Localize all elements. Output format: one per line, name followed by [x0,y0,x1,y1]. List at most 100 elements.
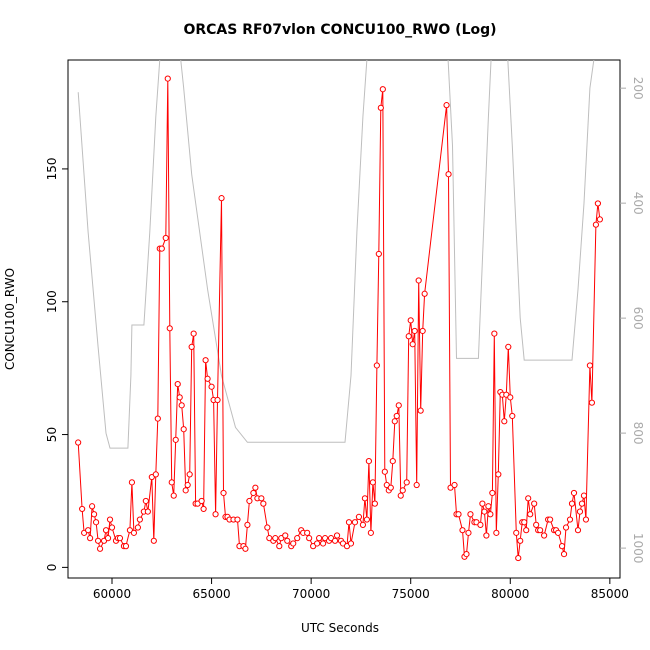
data-point [284,537,291,544]
data-point [96,545,104,552]
data-point [122,543,130,550]
data-point [371,500,378,507]
data-point [351,519,359,526]
data-point [395,402,402,409]
data-point [234,516,241,523]
data-point [463,550,470,558]
data-point [592,221,600,228]
data-point [365,458,372,465]
x-tick-label: 65000 [192,587,230,601]
data-point [465,529,472,536]
data-point [190,330,197,337]
data-point [547,516,554,523]
data-point [359,521,367,528]
data-point [483,532,490,539]
data-point [136,516,143,523]
data-point [212,511,219,518]
data-point [367,529,374,536]
data-point [316,535,323,542]
data-point [521,519,528,526]
data-point [525,495,532,502]
plot-area [75,60,603,562]
data-point [507,394,514,401]
y-tick-label: 0 [45,564,59,572]
data-point [154,415,161,422]
data-point [88,503,96,510]
data-point [533,521,540,528]
data-point [202,357,209,364]
data-point [580,492,588,499]
data-point [405,333,412,340]
data-point [186,471,193,478]
data-point [523,527,530,534]
data-point [487,511,494,518]
data-point [445,171,452,178]
data-point [87,535,94,542]
data-point [560,550,568,558]
data-point [172,436,179,443]
data-point [272,535,279,542]
data-point [168,479,175,486]
data-point [574,527,582,534]
data-point [128,479,136,486]
data-point [451,481,458,489]
data-point [568,500,576,507]
data-point [541,532,548,539]
chart-title: ORCAS RF07vlon CONCU100_RWO (Log) [183,22,496,38]
data-point [347,540,355,547]
data-point [373,362,380,369]
x-tick-label: 80000 [491,587,529,601]
data-point [319,540,327,547]
data-point [333,532,341,539]
data-point [459,527,466,534]
data-point [576,508,584,515]
data-point [377,104,384,111]
x-axis-label: UTC Seconds [301,621,379,635]
data-point [166,325,173,332]
data-point [558,543,566,550]
data-point [180,426,187,433]
data-point [515,554,522,562]
data-point [455,511,462,518]
data-point [588,399,596,406]
data-point [527,511,534,518]
data-point [134,524,141,531]
data-point [258,495,265,502]
data-point [152,471,159,478]
y2-tick-label: 600 [631,307,645,330]
series-line [77,60,595,449]
y-tick-label: 150 [45,157,59,180]
data-point [491,330,498,337]
data-point [419,327,426,335]
data-point [85,527,92,534]
data-point [306,535,313,542]
data-point [582,516,590,523]
data-point [144,508,151,515]
data-point [142,497,149,505]
y2-tick-label: 800 [631,422,645,445]
data-point [513,529,520,536]
data-point [369,479,376,486]
data-point [188,343,195,350]
data-point [531,500,538,507]
x-tick-label: 75000 [392,587,430,601]
data-point [578,500,586,507]
y-tick-label: 100 [45,290,59,313]
data-point [417,407,424,414]
data-point [264,524,271,531]
data-point [214,396,221,404]
data-point [331,537,339,544]
data-point [443,102,450,109]
data-point [485,503,492,510]
y-axis-label: CONCU100_RWO [3,268,17,370]
data-point [204,375,211,382]
data-point [290,540,297,547]
data-point [586,362,594,369]
data-point [314,540,321,547]
data-point [174,380,181,388]
plot-frame [67,59,621,579]
data-point [363,516,371,523]
data-point [467,511,474,518]
data-point [106,516,114,523]
